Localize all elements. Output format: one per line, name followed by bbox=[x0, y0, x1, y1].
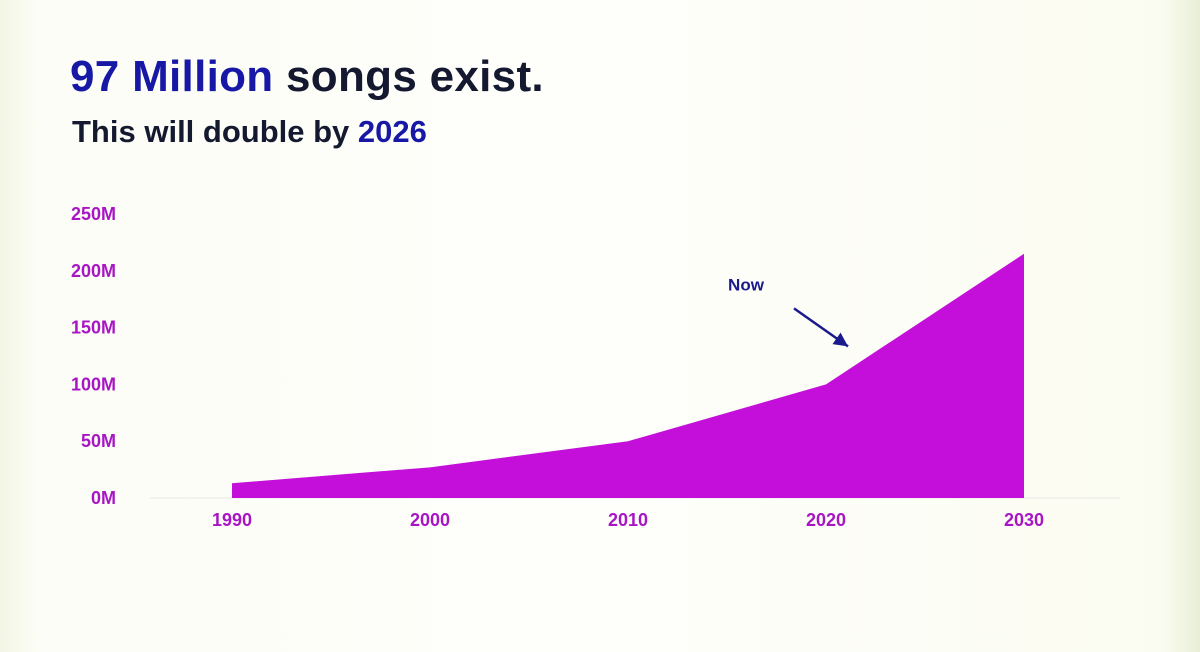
y-tick-label: 200M bbox=[71, 261, 116, 281]
headline-accent: 97 Million bbox=[70, 52, 274, 101]
y-tick-label: 100M bbox=[71, 374, 116, 394]
subheadline-accent: 2026 bbox=[357, 114, 427, 149]
annotation-arrow-head bbox=[832, 332, 848, 347]
subheadline-text: This will double by bbox=[72, 114, 350, 149]
series-area bbox=[232, 253, 1024, 498]
headline: 97 Million songs exist. bbox=[70, 52, 544, 102]
subheadline: This will double by 2026 bbox=[72, 114, 427, 150]
x-tick-label: 2000 bbox=[410, 510, 450, 530]
x-tick-label: 1990 bbox=[212, 510, 252, 530]
headline-rest: songs exist. bbox=[286, 52, 544, 101]
y-tick-label: 150M bbox=[71, 318, 116, 338]
x-tick-label: 2010 bbox=[608, 510, 648, 530]
annotation-label: Now bbox=[728, 275, 765, 294]
x-tick-label: 2020 bbox=[806, 510, 846, 530]
y-tick-label: 0M bbox=[91, 488, 116, 508]
y-tick-label: 50M bbox=[81, 431, 116, 451]
x-tick-label: 2030 bbox=[1004, 510, 1044, 530]
y-tick-label: 250M bbox=[71, 204, 116, 224]
